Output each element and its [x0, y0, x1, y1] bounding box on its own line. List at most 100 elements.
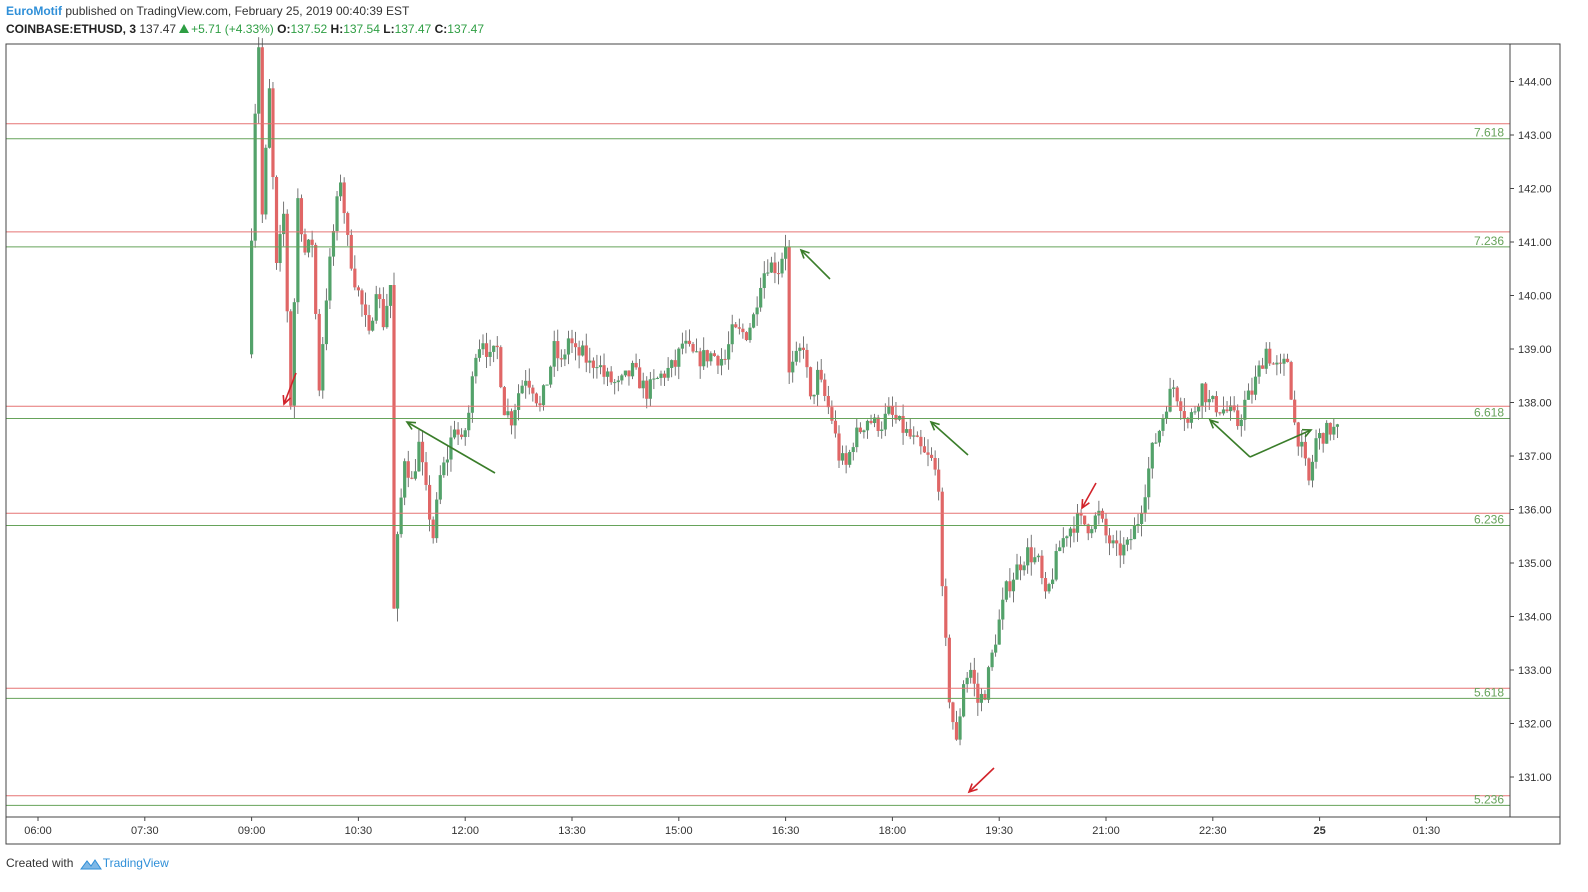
tradingview-brand[interactable]: TradingView	[102, 856, 169, 870]
candle-down	[538, 403, 542, 406]
candle-up	[524, 380, 528, 386]
x-tick-label: 22:30	[1199, 825, 1227, 837]
candle-up	[986, 667, 991, 700]
candle-down	[716, 356, 720, 366]
candle-up	[1211, 396, 1215, 400]
candle-down	[734, 324, 738, 328]
candle-up	[1129, 539, 1133, 541]
candle-up	[413, 471, 417, 479]
candle-down	[360, 290, 364, 305]
candle-up	[403, 461, 407, 498]
candle-down	[406, 461, 410, 478]
candle-up	[339, 182, 343, 197]
y-tick-label: 144.00	[1518, 77, 1552, 89]
candle-up	[1246, 390, 1250, 400]
candle-up	[1325, 422, 1329, 444]
candle-down	[737, 327, 741, 329]
candle-down	[1118, 543, 1122, 556]
candle-up	[1275, 362, 1279, 365]
candle-down	[1303, 441, 1307, 459]
candle-up	[292, 302, 296, 406]
candle-up	[506, 411, 510, 416]
candle-down	[1040, 555, 1044, 579]
candle-down	[1175, 387, 1179, 402]
candle-down	[1079, 512, 1083, 516]
candle-down	[1008, 581, 1012, 592]
candle-down	[1307, 458, 1311, 481]
x-tick-label: 12:00	[451, 825, 479, 837]
candle-down	[1086, 524, 1090, 534]
candle-down	[591, 360, 595, 368]
arrow-head	[282, 394, 292, 406]
candle-up	[1061, 538, 1065, 548]
candle-down	[937, 469, 941, 492]
candle-down	[833, 420, 838, 434]
candle-up	[452, 429, 457, 438]
x-tick-label: 15:00	[665, 825, 693, 837]
arrow-shaft	[800, 249, 831, 280]
candle-up	[278, 234, 282, 263]
close-value: 137.47	[447, 22, 484, 36]
candle-up	[702, 350, 706, 367]
candle-up	[1253, 376, 1258, 395]
candle-down	[274, 177, 279, 263]
author-name[interactable]: EuroMotif	[6, 4, 62, 18]
candle-down	[1104, 518, 1108, 536]
footer: Created with TradingView	[6, 856, 169, 870]
candle-down	[1268, 348, 1272, 364]
candle-up	[331, 230, 336, 257]
candle-down	[1115, 540, 1119, 544]
candle-down	[1018, 564, 1023, 571]
candle-down	[349, 234, 353, 269]
candle-up	[1011, 579, 1016, 592]
candle-up	[1147, 468, 1151, 498]
candle-up	[324, 300, 328, 345]
x-tick-label: 19:30	[985, 825, 1013, 837]
candle-up	[865, 420, 870, 431]
x-tick-label: 06:00	[24, 825, 52, 837]
annotation-arrow	[1208, 418, 1251, 458]
candle-up	[1207, 399, 1211, 403]
candle-up	[1314, 438, 1318, 462]
candle-up	[670, 360, 674, 368]
price-change: +5.71 (+4.33%)	[191, 22, 274, 36]
candle-down	[976, 683, 980, 703]
candle-up	[552, 341, 556, 367]
candle-down	[844, 453, 848, 465]
candle-up	[467, 412, 471, 431]
candle-down	[805, 349, 809, 368]
price-axis-border	[1509, 43, 1561, 818]
candle-up	[1154, 442, 1158, 444]
candle-up	[816, 369, 820, 395]
candle-down	[940, 491, 944, 587]
candle-up	[812, 394, 816, 397]
candle-down	[951, 702, 955, 723]
candle-up	[449, 437, 453, 460]
candle-down	[894, 414, 898, 420]
arrow-shaft	[1249, 429, 1312, 458]
candle-up	[1068, 528, 1072, 537]
candle-down	[1289, 362, 1293, 400]
arrow-shaft	[283, 372, 297, 405]
candle-up	[659, 373, 663, 378]
candle-up	[780, 258, 784, 274]
candle-up	[588, 360, 592, 363]
candle-down	[310, 239, 314, 245]
annotation-arrow	[1249, 428, 1313, 458]
candle-down	[356, 287, 360, 291]
x-tick-label: 21:00	[1092, 825, 1120, 837]
candle-down	[289, 311, 293, 406]
y-tick-label: 141.00	[1518, 237, 1552, 249]
candle-up	[1229, 405, 1233, 412]
candle-down	[712, 353, 716, 357]
candle-down	[431, 519, 435, 539]
candle-down	[527, 380, 531, 388]
candle-down	[602, 365, 606, 377]
candle-up	[1168, 388, 1172, 412]
candle-down	[638, 367, 642, 389]
publish-info: EuroMotif published on TradingView.com, …	[6, 4, 409, 18]
candle-up	[873, 417, 877, 424]
candle-up	[762, 273, 766, 288]
candle-up	[1282, 358, 1286, 364]
